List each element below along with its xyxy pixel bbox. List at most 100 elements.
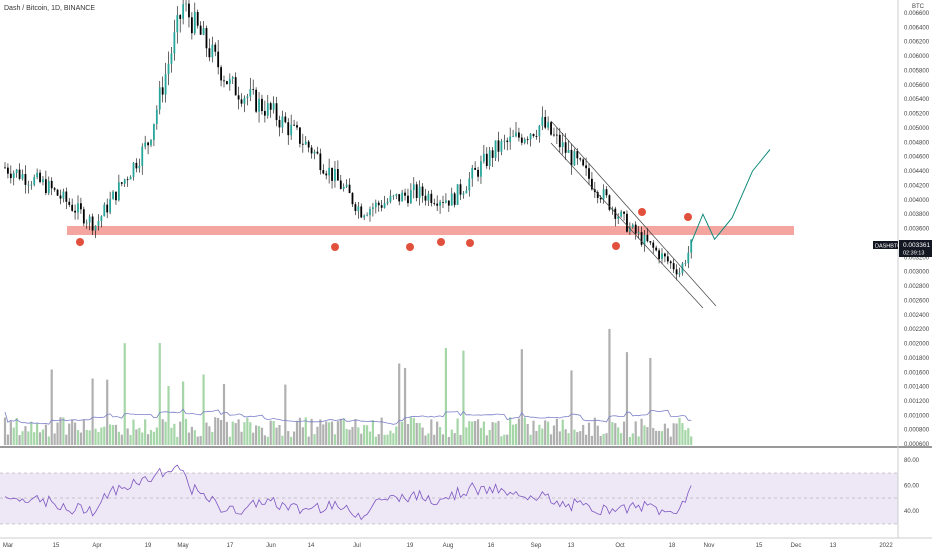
volume-bar [59, 417, 62, 445]
time-tick-label: Nov [704, 543, 715, 549]
candle-body [208, 48, 211, 58]
volume-bar [354, 419, 357, 445]
volume-bar [348, 429, 351, 445]
volume-bar [73, 422, 77, 445]
candle-body [263, 111, 266, 116]
volume-bar [628, 436, 631, 445]
candle-body [591, 178, 593, 190]
candle-body [687, 252, 690, 264]
price-tick-label: 0.002800 [904, 284, 930, 290]
volume-bar [669, 436, 672, 445]
candle-body [290, 124, 293, 136]
candle-body [220, 67, 222, 81]
candle-body [450, 193, 453, 206]
volume-bar [468, 421, 471, 445]
candle-body [255, 89, 258, 112]
volume-bar [529, 434, 532, 445]
candle-body [138, 165, 141, 169]
volume-bar [608, 328, 611, 445]
candle-body [684, 263, 687, 264]
candle-body [316, 151, 319, 154]
time-tick-label: 18 [669, 543, 676, 549]
volume-bar [290, 436, 293, 445]
marker-layer [76, 208, 692, 251]
price-tick-label: 0.003600 [904, 227, 930, 233]
candle-body [544, 116, 547, 128]
symbol-tag [873, 241, 898, 249]
candle-body [398, 194, 401, 202]
candle-body [18, 169, 21, 179]
candle-body [579, 158, 582, 160]
price-tick-label: 0.005000 [904, 126, 930, 132]
candle-body [485, 153, 488, 166]
volume-bar [132, 419, 135, 445]
candle-body [360, 206, 363, 218]
volume-bar [392, 433, 395, 445]
time-tick-label: 13 [830, 543, 837, 549]
price-tick-label: 0.002600 [904, 298, 930, 304]
volume-bar [170, 427, 173, 445]
price-tick-label: 0.001600 [904, 370, 930, 376]
volume-bar [558, 431, 561, 445]
volume-bar [260, 427, 264, 445]
volume-bar [292, 431, 296, 445]
volume-bar [552, 425, 556, 445]
candle-body [39, 172, 41, 183]
candle-body [59, 195, 62, 199]
volume-bar [453, 433, 456, 445]
candle-body [24, 174, 27, 185]
candle-body [369, 209, 371, 216]
volume-bar [182, 381, 185, 445]
volume-bar [637, 436, 640, 445]
candle-body [561, 142, 564, 148]
candle-body [135, 162, 138, 169]
candle-body [412, 184, 415, 191]
volume-bar [424, 435, 427, 445]
candle-body [512, 136, 514, 137]
volume-bar [561, 419, 564, 445]
price-tick-label: 0.005200 [904, 112, 930, 118]
candle-body [576, 151, 579, 159]
candle-body [284, 116, 287, 123]
candle-body [678, 272, 681, 275]
candle-body [626, 213, 628, 232]
last-price-countdown: 02:39:13 [903, 251, 924, 257]
volume-bar [164, 421, 167, 445]
candle-body [231, 77, 234, 80]
candle-body [56, 189, 59, 196]
candle-body [185, 3, 187, 5]
candle-body [558, 134, 561, 148]
volume-bar [307, 436, 310, 445]
candle-body [65, 191, 68, 202]
candle-body [106, 204, 109, 213]
volume-bar [672, 423, 675, 445]
volume-bar [517, 418, 521, 445]
candle-body [85, 222, 88, 224]
volume-bar [3, 417, 7, 445]
volume-bar [94, 428, 97, 445]
candle-body [223, 80, 225, 82]
volume-bar [120, 434, 123, 445]
candle-body [608, 195, 611, 210]
candle-body [287, 122, 290, 136]
candle-body [377, 202, 380, 206]
volume-bar [231, 421, 234, 445]
candle-body [456, 184, 459, 205]
volume-bar [27, 431, 30, 445]
last-price-value: 0.003361 [903, 242, 930, 249]
volume-bar [681, 423, 684, 445]
volume-bar [255, 425, 258, 445]
volume-bar [240, 431, 243, 445]
volume-bar [225, 421, 229, 445]
volume-bar [351, 426, 354, 445]
volume-bar [278, 425, 281, 445]
last-price-tag [899, 240, 932, 257]
support-touch-marker [331, 243, 339, 251]
volume-bar [342, 418, 345, 445]
volume-bar [141, 432, 144, 445]
candle-body [158, 87, 161, 110]
price-tick-label: 0.001800 [904, 356, 930, 362]
candle-body [33, 177, 36, 185]
volume-bar [208, 426, 211, 445]
volume-bar [339, 418, 342, 445]
